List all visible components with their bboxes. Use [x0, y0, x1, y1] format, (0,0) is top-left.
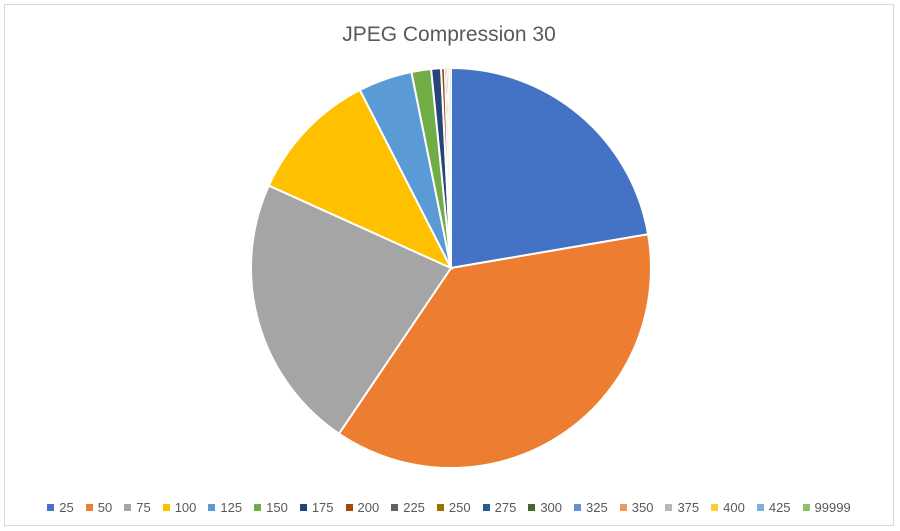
legend-swatch: [85, 504, 93, 511]
legend-swatch: [482, 504, 490, 511]
legend-label: 225: [403, 500, 425, 515]
legend-label: 25: [59, 500, 74, 515]
legend-item-125: 125: [208, 500, 242, 515]
legend-item-175: 175: [299, 500, 334, 515]
legend-item-150: 150: [254, 500, 288, 515]
legend-item-250: 250: [436, 500, 471, 515]
chart-legend: 25 50 75 100 125 150 175 200 225 250 275 300 325 350 3…: [5, 500, 893, 515]
pie-slice-25: [450, 66, 650, 270]
legend-swatch: [528, 504, 536, 511]
pie-chart: [250, 66, 652, 469]
legend-label: 250: [448, 500, 471, 515]
legend-swatch: [162, 504, 170, 511]
legend-label: 350: [631, 500, 654, 515]
legend-item-400: 400: [711, 500, 745, 515]
legend-swatch: [711, 504, 719, 511]
legend-item-275: 275: [482, 500, 517, 515]
chart-frame: JPEG Compression 30 25 50 75 100 125 150 175 20…: [4, 4, 894, 526]
legend-item-325: 325: [574, 500, 608, 515]
legend-label: 300: [540, 500, 563, 515]
legend-item-425: 425: [756, 500, 791, 515]
legend-swatch: [299, 504, 307, 511]
legend-swatch: [756, 504, 764, 511]
legend-item-300: 300: [528, 500, 562, 515]
legend-swatch: [436, 504, 444, 511]
pie-slice-100: [267, 88, 454, 271]
legend-item-75: 75: [124, 500, 151, 515]
pie-slice-75: [250, 184, 453, 436]
legend-item-350: 350: [619, 500, 654, 515]
legend-label: 150: [266, 500, 288, 515]
legend-swatch: [254, 504, 262, 511]
legend-swatch: [124, 504, 132, 511]
legend-item-200: 200: [345, 500, 380, 515]
legend-item-99999: 99999: [802, 500, 851, 515]
chart-title: JPEG Compression 30: [342, 23, 556, 46]
legend-label: 125: [220, 500, 243, 515]
legend-label: 100: [174, 500, 197, 515]
legend-swatch: [619, 504, 627, 511]
legend-item-225: 225: [391, 500, 425, 515]
legend-label: 75: [136, 500, 151, 515]
legend-swatch: [391, 504, 399, 511]
legend-label: 275: [494, 500, 517, 515]
legend-item-25: 25: [47, 500, 74, 515]
legend-swatch: [574, 504, 582, 511]
legend-label: 50: [97, 500, 113, 515]
pie-slice-50: [337, 233, 652, 469]
legend-label: 325: [586, 500, 608, 515]
legend-swatch: [665, 504, 673, 511]
legend-label: 425: [768, 500, 791, 515]
legend-swatch: [47, 504, 55, 511]
legend-label: 400: [723, 500, 745, 515]
legend-item-100: 100: [162, 500, 197, 515]
legend-label: 375: [677, 500, 700, 515]
pie-slice-99999: [450, 67, 452, 269]
legend-label: 99999: [814, 500, 851, 515]
legend-label: 200: [357, 500, 380, 515]
legend-swatch: [802, 504, 810, 511]
legend-item-375: 375: [665, 500, 699, 515]
legend-label: 175: [311, 500, 334, 515]
legend-swatch: [345, 504, 353, 511]
legend-swatch: [208, 504, 216, 511]
legend-item-50: 50: [85, 500, 113, 515]
